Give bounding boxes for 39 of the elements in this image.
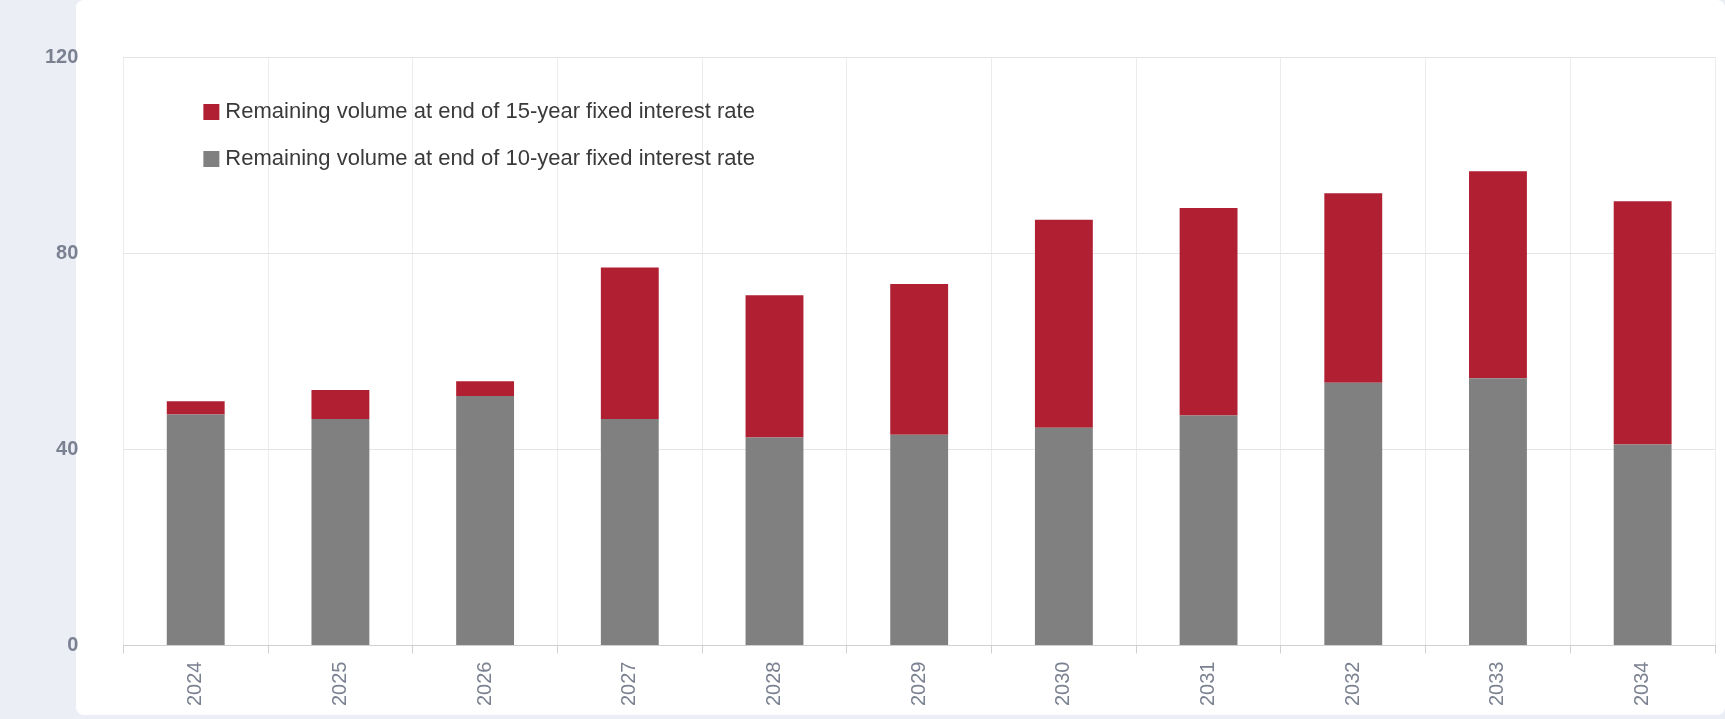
bar <box>166 401 225 415</box>
bar <box>456 395 515 646</box>
legend-label: Remaining volume at end of 15-year fixed interest rate <box>225 98 755 124</box>
bar <box>456 381 515 396</box>
x-tick-label: 2027 <box>617 661 640 707</box>
bar <box>311 418 370 646</box>
x-tick-label: 2032 <box>1340 661 1363 707</box>
bar <box>1179 208 1238 416</box>
bar <box>1324 382 1383 646</box>
x-tick-label: 2029 <box>906 661 929 707</box>
bar <box>166 414 225 646</box>
bar <box>1324 193 1383 383</box>
bar <box>311 390 370 419</box>
bar <box>745 437 804 646</box>
y-tick-label: 0 <box>67 633 79 656</box>
bar <box>1469 378 1527 646</box>
bar <box>1179 415 1238 646</box>
bar <box>600 418 659 646</box>
x-tick-label: 2024 <box>183 661 206 707</box>
x-tick-label: 2033 <box>1485 661 1508 707</box>
bar <box>745 295 804 438</box>
bar <box>890 434 949 646</box>
x-tick-label: 2030 <box>1051 661 1074 707</box>
bar <box>1613 444 1672 646</box>
bar <box>1613 201 1672 445</box>
y-tick-label: 80 <box>56 240 79 263</box>
x-tick-label: 2034 <box>1630 661 1653 707</box>
x-tick-label: 2025 <box>327 661 350 707</box>
y-tick-label: 40 <box>56 436 79 459</box>
bar <box>890 284 949 435</box>
x-tick-label: 2026 <box>472 661 495 707</box>
y-tick-label: 120 <box>44 44 79 67</box>
bar <box>1469 171 1527 379</box>
bar <box>1034 427 1093 646</box>
legend-label: Remaining volume at end of 10-year fixed interest rate <box>225 145 755 171</box>
x-tick-label: 2031 <box>1196 661 1219 707</box>
bar <box>1034 219 1093 428</box>
x-tick-label: 2028 <box>762 661 785 707</box>
bar <box>600 267 659 419</box>
